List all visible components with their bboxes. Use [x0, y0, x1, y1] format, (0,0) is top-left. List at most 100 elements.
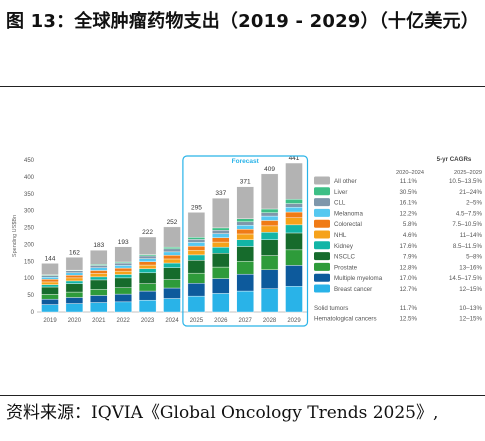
legend-cagr-fcst: 21–24%: [459, 189, 482, 196]
legend-label: Prostate: [334, 264, 358, 271]
legend-label: Kidney: [334, 243, 354, 250]
x-tick-label: 2029: [287, 318, 301, 324]
bar-segment: [260, 225, 279, 233]
y-tick-label: 150: [24, 259, 35, 265]
legend-summary-cagr-hist: 12.5%: [399, 316, 417, 323]
y-tick-label: 350: [24, 192, 35, 198]
legend-label: Breast cancer: [334, 286, 372, 293]
bar-segment: [163, 262, 181, 268]
bar-segment: [212, 237, 230, 243]
bar-segment: [138, 290, 157, 301]
legend-cagr-hist: 16.1%: [399, 200, 417, 207]
bar-segment: [138, 255, 157, 259]
x-tick-label: 2023: [141, 318, 155, 324]
total-label: 193: [118, 239, 129, 246]
bar-segment: [90, 302, 108, 313]
bar-segment: [41, 275, 59, 278]
total-label: 162: [69, 249, 80, 256]
legend-cagr-fcst: 2–5%: [466, 200, 482, 207]
bar-segment: [260, 239, 279, 256]
source-note: 资料来源：IQVIA《Global Oncology Trends 2025》,: [6, 403, 439, 423]
legend-swatch: [314, 241, 330, 250]
bar-segment: [260, 232, 279, 240]
legend-cagr-fcst: 14.5–17.5%: [449, 275, 483, 282]
bar-segment: [114, 287, 132, 295]
total-label: 337: [215, 190, 226, 197]
bar-segment: [212, 197, 230, 229]
bar-segment: [163, 248, 181, 253]
bar-segment: [41, 263, 59, 276]
bar-segment: [285, 232, 303, 251]
bar-segment: [187, 283, 206, 297]
legend-label: Melanoma: [334, 210, 363, 217]
legend-summary-label: Solid tumors: [314, 305, 348, 312]
total-label: 441: [289, 155, 300, 162]
y-axis-label: Spending US$Bn: [12, 215, 18, 257]
bar-segment: [163, 246, 181, 250]
bar-segment: [90, 249, 108, 265]
total-label: 295: [191, 204, 202, 211]
bar-segment: [41, 281, 59, 285]
x-tick-label: 2024: [165, 318, 179, 324]
bar-segment: [90, 265, 108, 268]
x-tick-label: 2028: [263, 318, 277, 324]
bar-segment: [114, 270, 132, 275]
bar-segment: [114, 262, 132, 266]
bar-segment: [212, 227, 230, 231]
bar-segment: [65, 303, 84, 313]
bar-segment: [65, 291, 84, 298]
total-label: 144: [45, 255, 56, 262]
bar-segment: [212, 230, 230, 234]
bar-segment: [236, 229, 254, 235]
legend-swatch: [314, 176, 330, 185]
bar-segment: [138, 272, 157, 284]
bar-segment: [41, 294, 59, 300]
bar-segment: [187, 249, 206, 256]
legend-swatch: [314, 208, 330, 217]
bar-segment: [65, 272, 84, 276]
legend-swatch: [314, 273, 330, 282]
bar-segment: [236, 246, 254, 262]
total-label: 222: [142, 229, 153, 236]
y-tick-label: 300: [24, 209, 35, 215]
bar-segment: [236, 233, 254, 240]
legend-swatch: [314, 187, 330, 196]
bar-segment: [65, 270, 84, 274]
bar-segment: [138, 261, 157, 266]
bar-segment: [236, 218, 254, 223]
bar-segment: [187, 295, 206, 313]
bar-segment: [285, 224, 303, 234]
bar-segment: [138, 299, 157, 313]
bar-segment: [236, 239, 254, 247]
bar-segment: [41, 304, 59, 313]
bottom-divider: [0, 395, 485, 396]
x-tick-label: 2022: [117, 318, 131, 324]
bar-segment: [285, 217, 303, 226]
legend-swatch: [314, 198, 330, 207]
legend-cagr-fcst: 7.5–10.5%: [452, 221, 482, 228]
legend-cagr-hist: 12.8%: [399, 264, 417, 271]
bar-segment: [187, 272, 206, 284]
legend-label: Multiple myeloma: [334, 275, 383, 282]
bar-segment: [114, 277, 132, 288]
legend-header-col2: 2025–2029: [454, 170, 482, 176]
bar-segment: [187, 212, 206, 238]
legend-label: NHL: [334, 232, 347, 239]
y-tick-label: 0: [31, 310, 35, 316]
legend-label: All other: [334, 178, 357, 185]
bar-segment: [285, 198, 303, 204]
bar-segment: [285, 286, 303, 313]
bar-segment: [65, 274, 84, 279]
bar-segment: [212, 246, 230, 254]
bar-segment: [285, 211, 303, 218]
legend-cagr-fcst: 4.5–7.5%: [456, 210, 483, 217]
y-tick-label: 400: [24, 175, 35, 181]
bar-segment: [114, 265, 132, 269]
legend-cagr-hist: 12.2%: [399, 210, 417, 217]
bar-segment: [163, 287, 181, 299]
legend-cagr-fcst: 11–14%: [460, 232, 483, 239]
legend-cagr-hist: 5.8%: [403, 221, 418, 228]
legend-header-title: 5-yr CAGRs: [437, 156, 472, 163]
total-label: 371: [240, 179, 251, 186]
bar-segment: [90, 267, 108, 271]
